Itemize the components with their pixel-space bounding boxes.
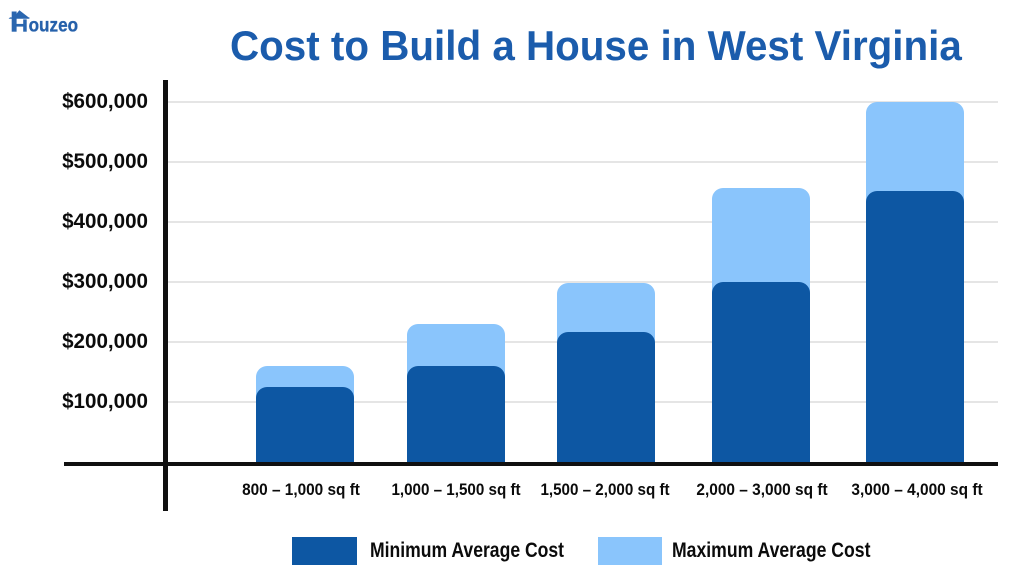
svg-text:ouzeo: ouzeo	[29, 15, 79, 36]
